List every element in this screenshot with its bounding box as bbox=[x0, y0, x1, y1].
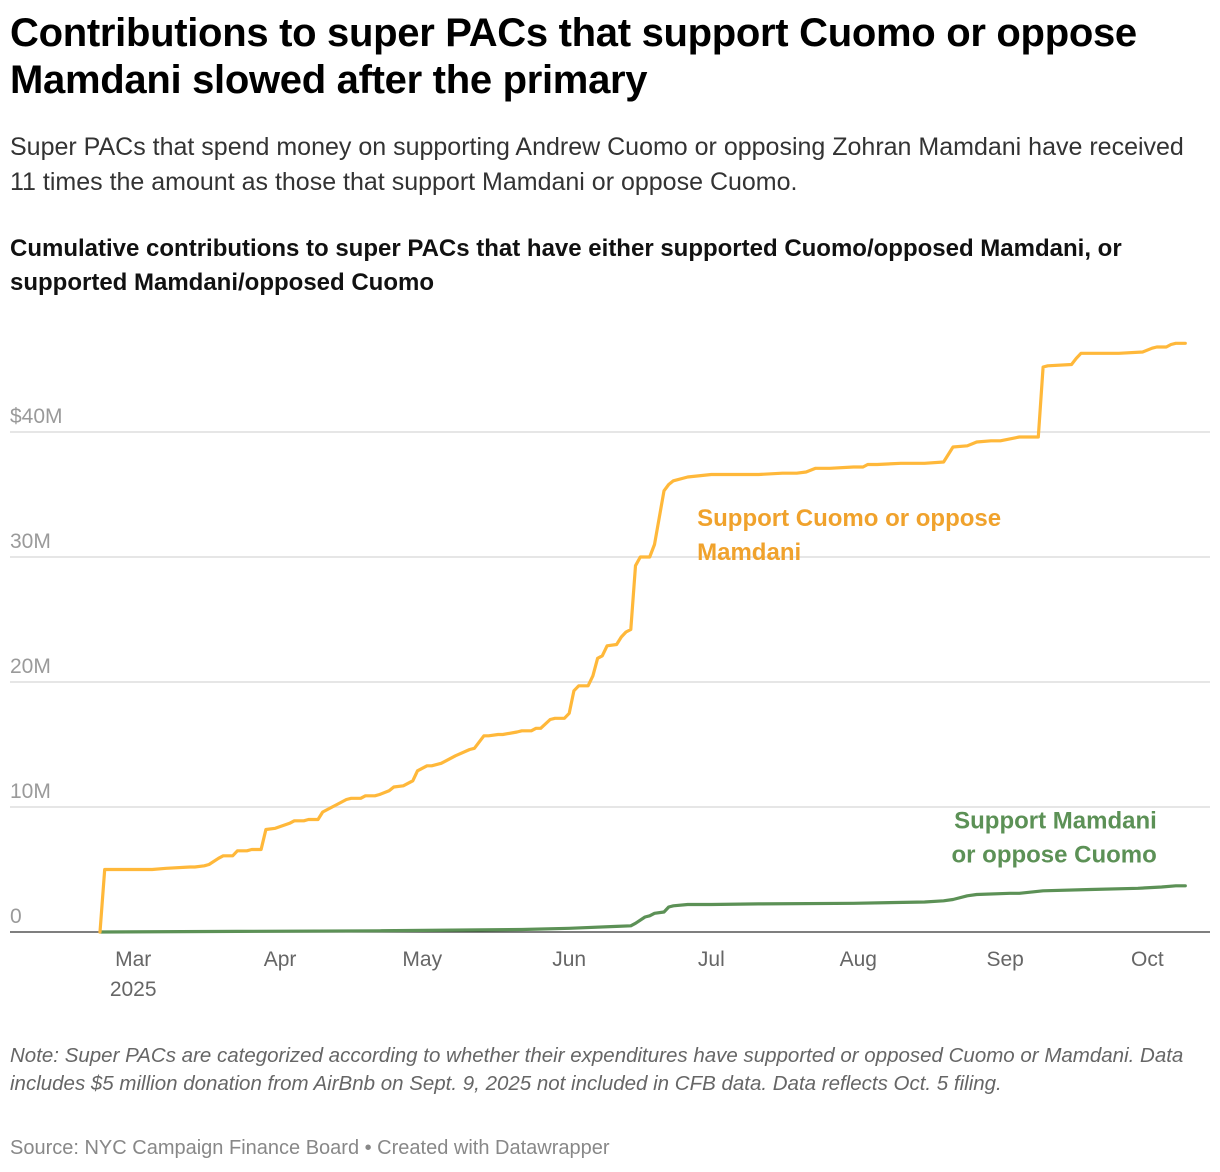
x-tick-label-2: May bbox=[402, 948, 442, 971]
x-axis-ticks: Mar 2025 Apr May Jun Jul Aug Sep Oct bbox=[110, 948, 1164, 1001]
series-label-cuomo-0: Support Cuomo or oppose bbox=[697, 505, 1001, 532]
y-tick-label-2: 20M bbox=[10, 655, 51, 678]
chart-title: Contributions to super PACs that support… bbox=[10, 11, 1137, 102]
series-labels: Support Cuomo or oppose Mamdani Support Ma… bbox=[697, 505, 1157, 869]
x-tick-label-0: Mar bbox=[115, 948, 151, 971]
x-tick-label-1: Apr bbox=[264, 948, 297, 971]
y-tick-label-1: 10M bbox=[10, 780, 51, 803]
y-tick-label-0: 0 bbox=[10, 905, 22, 928]
series-lines bbox=[98, 341, 1187, 934]
y-tick-label-4: $40M bbox=[10, 405, 63, 428]
y-axis-ticks: 0 10M 20M 30M $40M bbox=[10, 405, 63, 928]
x-tick-label-6: Sep bbox=[986, 948, 1023, 971]
series-label-mamdani-0: Support Mamdani bbox=[954, 807, 1157, 834]
x-tick-sublabel-0: 2025 bbox=[110, 978, 157, 1001]
series-line-mamdani bbox=[98, 884, 1187, 934]
series-label-cuomo-1: Mamdani bbox=[697, 539, 801, 566]
y-tick-label-3: 30M bbox=[10, 530, 51, 553]
x-tick-label-7: Oct bbox=[1131, 948, 1164, 971]
series-label-mamdani-1: or oppose Cuomo bbox=[951, 841, 1156, 868]
chart-subheading: Cumulative contributions to super PACs t… bbox=[10, 235, 1122, 296]
gridlines bbox=[10, 431, 1210, 933]
x-tick-label-4: Jul bbox=[698, 948, 725, 971]
chart-notes: Note: Super PACs are categorized accordi… bbox=[10, 1044, 1184, 1095]
x-tick-label-5: Aug bbox=[840, 948, 877, 971]
line-chart: 0 10M 20M 30M $40M Support Cuomo or oppose Ma… bbox=[10, 341, 1210, 1001]
series-line-cuomo bbox=[98, 341, 1187, 934]
x-tick-label-3: Jun bbox=[552, 948, 586, 971]
chart-source: Source: NYC Campaign Finance Board • Cre… bbox=[10, 1137, 610, 1159]
chart-description: Super PACs that spend money on supportin… bbox=[10, 133, 1184, 196]
